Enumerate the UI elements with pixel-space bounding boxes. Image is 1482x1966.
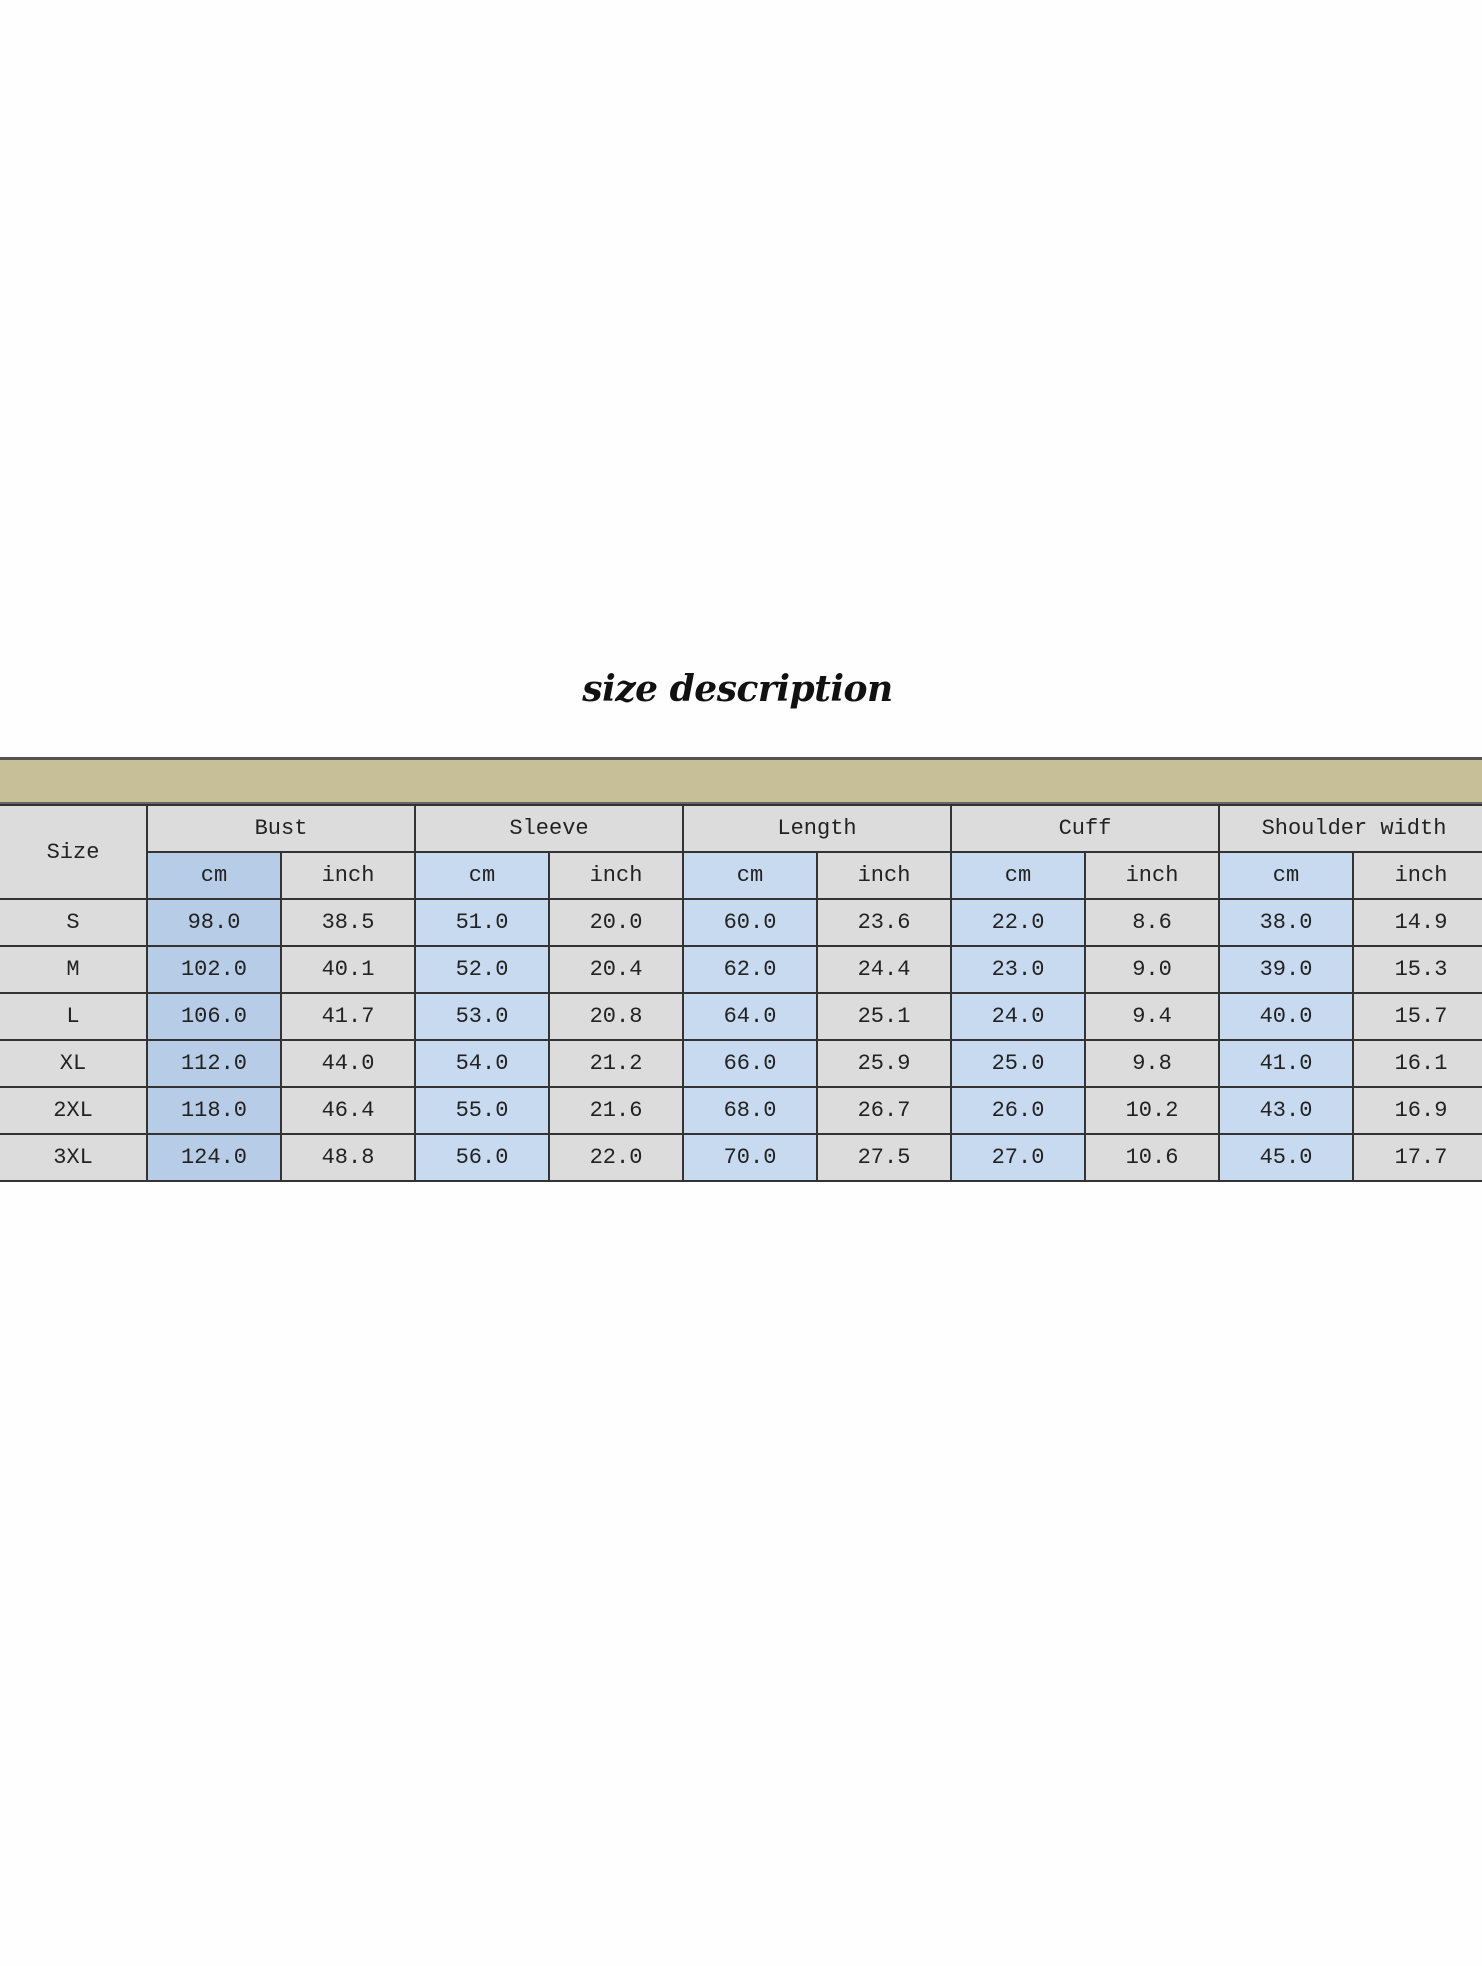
header-band bbox=[0, 757, 1482, 804]
size-cell: S bbox=[0, 898, 148, 947]
value-cell: 27.5 bbox=[816, 1133, 952, 1182]
value-cell: 22.0 bbox=[950, 898, 1086, 947]
unit-header-cm: cm bbox=[414, 851, 550, 900]
value-cell: 43.0 bbox=[1218, 1086, 1354, 1135]
group-header: Shoulder width bbox=[1218, 804, 1482, 853]
value-cell: 20.4 bbox=[548, 945, 684, 994]
value-cell: 41.7 bbox=[280, 992, 416, 1041]
group-header: Bust bbox=[146, 804, 416, 853]
value-cell: 26.0 bbox=[950, 1086, 1086, 1135]
value-cell: 124.0 bbox=[146, 1133, 282, 1182]
unit-header-inch: inch bbox=[548, 851, 684, 900]
size-cell: M bbox=[0, 945, 148, 994]
size-header: Size bbox=[0, 804, 148, 900]
unit-header-row: cm inch cm inch cm inch cm inch cm inch bbox=[0, 851, 1482, 900]
value-cell: 44.0 bbox=[280, 1039, 416, 1088]
value-cell: 9.4 bbox=[1084, 992, 1220, 1041]
value-cell: 22.0 bbox=[548, 1133, 684, 1182]
value-cell: 106.0 bbox=[146, 992, 282, 1041]
value-cell: 21.2 bbox=[548, 1039, 684, 1088]
table-row: L 106.0 41.7 53.0 20.8 64.0 25.1 24.0 9.4 40.0 15.… bbox=[0, 992, 1482, 1041]
value-cell: 40.0 bbox=[1218, 992, 1354, 1041]
value-cell: 26.7 bbox=[816, 1086, 952, 1135]
value-cell: 10.6 bbox=[1084, 1133, 1220, 1182]
size-cell: L bbox=[0, 992, 148, 1041]
value-cell: 38.5 bbox=[280, 898, 416, 947]
value-cell: 9.8 bbox=[1084, 1039, 1220, 1088]
value-cell: 48.8 bbox=[280, 1133, 416, 1182]
value-cell: 24.0 bbox=[950, 992, 1086, 1041]
value-cell: 39.0 bbox=[1218, 945, 1354, 994]
value-cell: 9.0 bbox=[1084, 945, 1220, 994]
value-cell: 20.8 bbox=[548, 992, 684, 1041]
value-cell: 41.0 bbox=[1218, 1039, 1354, 1088]
size-cell: 2XL bbox=[0, 1086, 148, 1135]
value-cell: 53.0 bbox=[414, 992, 550, 1041]
unit-header-cm: cm bbox=[146, 851, 282, 900]
value-cell: 16.1 bbox=[1352, 1039, 1482, 1088]
value-cell: 62.0 bbox=[682, 945, 818, 994]
group-header-row: Size Bust Sleeve Length Cuff Shoulder width bbox=[0, 804, 1482, 900]
group-header: Cuff bbox=[950, 804, 1220, 853]
unit-header-cm: cm bbox=[1218, 851, 1354, 900]
value-cell: 102.0 bbox=[146, 945, 282, 994]
value-cell: 112.0 bbox=[146, 1039, 282, 1088]
value-cell: 15.7 bbox=[1352, 992, 1482, 1041]
value-cell: 14.9 bbox=[1352, 898, 1482, 947]
value-cell: 45.0 bbox=[1218, 1133, 1354, 1182]
table-row: 2XL 118.0 46.4 55.0 21.6 68.0 26.7 26.0 10.2 43.0… bbox=[0, 1086, 1482, 1135]
value-cell: 25.1 bbox=[816, 992, 952, 1041]
value-cell: 55.0 bbox=[414, 1086, 550, 1135]
value-cell: 10.2 bbox=[1084, 1086, 1220, 1135]
value-cell: 25.9 bbox=[816, 1039, 952, 1088]
value-cell: 8.6 bbox=[1084, 898, 1220, 947]
table-row: 3XL 124.0 48.8 56.0 22.0 70.0 27.5 27.0 10.6 45.0… bbox=[0, 1133, 1482, 1182]
unit-header-inch: inch bbox=[816, 851, 952, 900]
value-cell: 20.0 bbox=[548, 898, 684, 947]
value-cell: 46.4 bbox=[280, 1086, 416, 1135]
value-cell: 16.9 bbox=[1352, 1086, 1482, 1135]
page-title: size description bbox=[582, 668, 893, 710]
value-cell: 23.6 bbox=[816, 898, 952, 947]
value-cell: 23.0 bbox=[950, 945, 1086, 994]
value-cell: 60.0 bbox=[682, 898, 818, 947]
group-header: Length bbox=[682, 804, 952, 853]
value-cell: 21.6 bbox=[548, 1086, 684, 1135]
table-row: S 98.0 38.5 51.0 20.0 60.0 23.6 22.0 8.6 38.0 14.9 bbox=[0, 898, 1482, 947]
unit-header-cm: cm bbox=[682, 851, 818, 900]
value-cell: 54.0 bbox=[414, 1039, 550, 1088]
value-cell: 40.1 bbox=[280, 945, 416, 994]
value-cell: 17.7 bbox=[1352, 1133, 1482, 1182]
value-cell: 27.0 bbox=[950, 1133, 1086, 1182]
value-cell: 56.0 bbox=[414, 1133, 550, 1182]
value-cell: 25.0 bbox=[950, 1039, 1086, 1088]
value-cell: 64.0 bbox=[682, 992, 818, 1041]
size-cell: 3XL bbox=[0, 1133, 148, 1182]
value-cell: 51.0 bbox=[414, 898, 550, 947]
unit-header-cm: cm bbox=[950, 851, 1086, 900]
size-cell: XL bbox=[0, 1039, 148, 1088]
table-row: XL 112.0 44.0 54.0 21.2 66.0 25.9 25.0 9.8 41.0 16… bbox=[0, 1039, 1482, 1088]
unit-header-inch: inch bbox=[280, 851, 416, 900]
group-header: Sleeve bbox=[414, 804, 684, 853]
value-cell: 68.0 bbox=[682, 1086, 818, 1135]
value-cell: 70.0 bbox=[682, 1133, 818, 1182]
size-table: Size Bust Sleeve Length Cuff Shoulder width cm… bbox=[0, 804, 1482, 1182]
value-cell: 118.0 bbox=[146, 1086, 282, 1135]
value-cell: 15.3 bbox=[1352, 945, 1482, 994]
unit-header-inch: inch bbox=[1084, 851, 1220, 900]
value-cell: 66.0 bbox=[682, 1039, 818, 1088]
value-cell: 52.0 bbox=[414, 945, 550, 994]
unit-header-inch: inch bbox=[1352, 851, 1482, 900]
value-cell: 24.4 bbox=[816, 945, 952, 994]
table-row: M 102.0 40.1 52.0 20.4 62.0 24.4 23.0 9.0 39.0 15.… bbox=[0, 945, 1482, 994]
value-cell: 38.0 bbox=[1218, 898, 1354, 947]
value-cell: 98.0 bbox=[146, 898, 282, 947]
